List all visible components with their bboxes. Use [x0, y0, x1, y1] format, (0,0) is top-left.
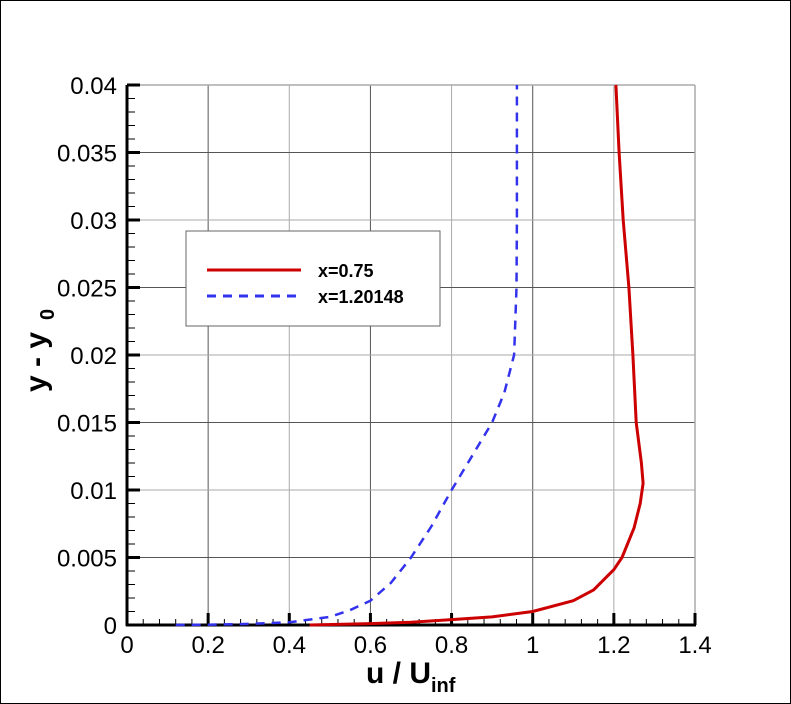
x-tick-label: 0.4: [273, 632, 306, 659]
x-axis-title-subscript: inf: [431, 675, 456, 697]
y-tick-label: 0.04: [70, 73, 117, 100]
y-axis-title-text: y - y: [20, 332, 53, 392]
y-tick-label: 0.01: [70, 478, 117, 505]
x-tick-label: 0.6: [354, 632, 387, 659]
x-tick-label: 0.2: [191, 632, 224, 659]
y-tick-label: 0.015: [57, 411, 117, 438]
legend-box: [185, 230, 441, 327]
data-series: [175, 84, 645, 627]
y-tick-label: 0.035: [57, 141, 117, 168]
tick-labels: 0 0.2 0.4 0.6 0.8 1 1.2 1.4 0 0.005 0.01 0.015 0.02 0…: [57, 73, 712, 659]
x-tick-label: 1: [526, 632, 539, 659]
x-tick-label: 0.8: [435, 632, 468, 659]
legend-label-1: x=1.20148: [318, 287, 404, 307]
grid-lines: [126, 84, 696, 626]
y-tick-label: 0.02: [70, 343, 117, 370]
y-tick-label: 0.03: [70, 208, 117, 235]
x-axis-title-text: u / U: [366, 657, 431, 690]
series-line-1: [175, 85, 519, 627]
legend: x=0.75 x=1.20148: [185, 230, 441, 327]
x-tick-label: 1.4: [678, 632, 711, 659]
axes: [125, 83, 697, 627]
y-axis-title: y - y 0: [20, 309, 59, 392]
y-tick-label: 0: [104, 613, 117, 640]
y-tick-label: 0.025: [57, 276, 117, 303]
x-tick-label: 1.2: [597, 632, 630, 659]
series-line-0: [309, 84, 645, 627]
x-tick-label: 0: [120, 632, 133, 659]
y-tick-label: 0.005: [57, 546, 117, 573]
legend-label-0: x=0.75: [318, 261, 374, 281]
y-axis-title-subscript: 0: [37, 309, 59, 320]
x-axis-title: u / U inf: [366, 657, 456, 697]
